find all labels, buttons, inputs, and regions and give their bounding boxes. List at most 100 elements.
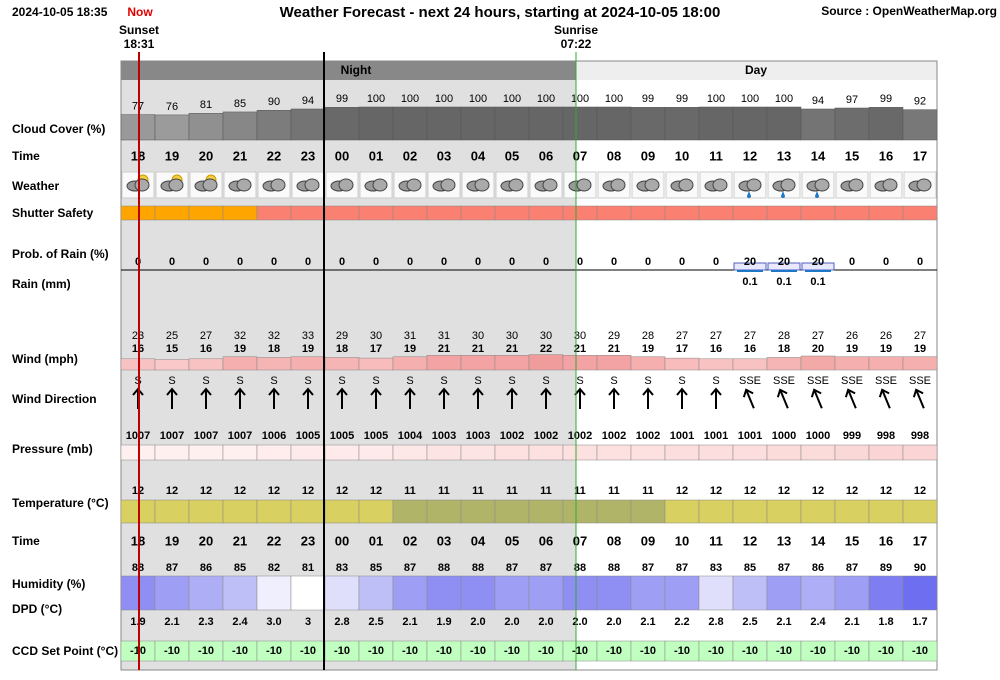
- humidity-bar: [562, 575, 598, 611]
- weather-icon: [296, 178, 320, 192]
- wind-gust: 29: [336, 330, 348, 342]
- hour: 21: [233, 148, 247, 163]
- wind-gust: 26: [846, 330, 858, 342]
- cloud-value: 99: [676, 93, 688, 105]
- dpd-value: 2.5: [742, 616, 757, 628]
- humidity-bar: [154, 575, 190, 611]
- dpd-value: 2.4: [232, 616, 248, 628]
- temperature-value: 11: [608, 485, 620, 497]
- cloud-bar: [392, 106, 428, 141]
- wind-direction: S: [338, 375, 345, 387]
- weather-icon: [806, 178, 830, 198]
- row-label: Wind Direction: [12, 392, 97, 406]
- dpd-value: 3: [305, 616, 311, 628]
- wind-arrow: [608, 387, 620, 409]
- pressure-value: 1000: [806, 430, 830, 442]
- rain-prob-value: 0: [441, 256, 447, 268]
- ccd-value: -10: [708, 645, 724, 657]
- pressure-value: 1005: [330, 430, 354, 442]
- hour: 21: [233, 533, 247, 548]
- wind-speed: 15: [166, 343, 178, 355]
- ccd-value: -10: [572, 645, 588, 657]
- wind-gust: 33: [302, 330, 314, 342]
- temperature-value: 12: [846, 485, 858, 497]
- wind-bar: [154, 359, 190, 371]
- temperature-bar: [358, 499, 394, 524]
- wind-direction: S: [542, 375, 549, 387]
- rain-prob-value: 0: [917, 256, 923, 268]
- wind-gust: 29: [608, 330, 620, 342]
- humidity-value: 82: [268, 562, 280, 574]
- rain-drop: [747, 191, 751, 198]
- pressure-value: 1002: [534, 430, 558, 442]
- night-bar: [121, 61, 576, 80]
- humidity-bar: [834, 575, 870, 611]
- shutter-cell: [766, 205, 802, 221]
- wind-gust: 27: [812, 330, 824, 342]
- wind-arrow: [370, 387, 382, 409]
- pressure-value: 1001: [738, 430, 762, 442]
- wind-speed: 17: [676, 343, 688, 355]
- cloud-value: 100: [605, 93, 623, 105]
- wind-direction: S: [202, 375, 209, 387]
- dpd-value: 2.0: [606, 616, 621, 628]
- hour: 08: [607, 533, 621, 548]
- hour: 14: [811, 533, 826, 548]
- hour: 15: [845, 533, 859, 548]
- wind-bar: [868, 356, 904, 371]
- hour: 05: [505, 148, 519, 163]
- dpd-value: 1.7: [912, 616, 927, 628]
- rain-prob-value: 0: [611, 256, 617, 268]
- cloud: [542, 178, 558, 192]
- temperature-value: 12: [778, 485, 790, 497]
- wind-direction: S: [508, 375, 515, 387]
- humidity-bar: [188, 575, 224, 611]
- wind-speed: 21: [506, 343, 518, 355]
- temperature-bar: [494, 499, 530, 524]
- hour: 06: [539, 148, 553, 163]
- shutter-cell: [154, 205, 190, 221]
- ccd-value: -10: [470, 645, 486, 657]
- rain-drop: [781, 191, 785, 198]
- shutter-cell: [630, 205, 666, 221]
- wind-direction: SSE: [909, 375, 931, 387]
- timestamp: 2024-10-05 18:35: [12, 5, 108, 19]
- shutter-cell: [528, 205, 564, 221]
- temperature-bar: [154, 499, 190, 524]
- temperature-value: 12: [744, 485, 756, 497]
- cloud-bar: [732, 106, 768, 141]
- wind-speed: 17: [370, 343, 382, 355]
- ccd-value: -10: [640, 645, 656, 657]
- shutter-cell: [460, 205, 496, 221]
- cloud-value: 99: [336, 93, 348, 105]
- pressure-value: 1006: [262, 430, 286, 442]
- row-label: Time: [12, 534, 40, 548]
- row-label: Pressure (mb): [12, 442, 93, 456]
- cloud-value: 76: [166, 101, 178, 113]
- wind-gust: 28: [778, 330, 790, 342]
- wind-gust: 32: [234, 330, 246, 342]
- row-label: Humidity (%): [12, 577, 85, 591]
- humidity-value: 89: [880, 562, 892, 574]
- pressure-bar: [528, 444, 564, 461]
- hour: 12: [743, 533, 757, 548]
- humidity-bar: [698, 575, 734, 611]
- rain-prob-value: 0: [407, 256, 413, 268]
- hour: 02: [403, 533, 417, 548]
- temperature-value: 12: [166, 485, 178, 497]
- shutter-cell: [222, 205, 258, 221]
- ccd-value: -10: [266, 645, 282, 657]
- cloud: [508, 178, 524, 192]
- shutter-cell: [494, 205, 530, 221]
- cloud-bar: [868, 107, 904, 141]
- humidity-bar: [732, 575, 768, 611]
- cloud-value: 100: [537, 93, 555, 105]
- rain-prob-value: 20: [778, 256, 790, 268]
- pressure-bar: [392, 444, 428, 461]
- cloud-bar: [528, 106, 564, 141]
- weather-icon: [636, 178, 660, 192]
- cloud: [474, 178, 490, 192]
- wind-bar: [392, 356, 428, 371]
- hour: 15: [845, 148, 859, 163]
- wind-speed: 21: [472, 343, 484, 355]
